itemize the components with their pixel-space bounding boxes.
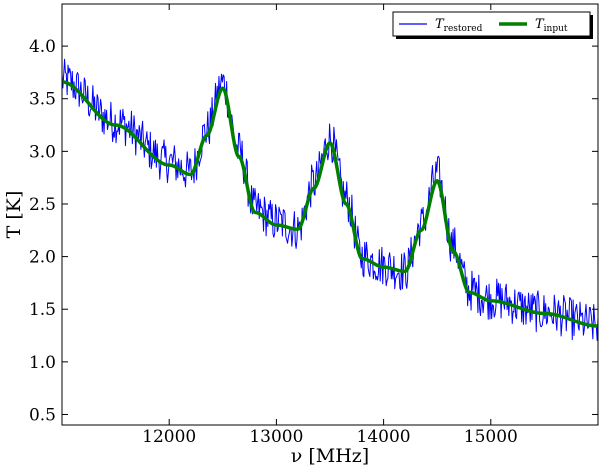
x-axis-label: ν [MHz]: [291, 445, 369, 467]
y-tick-label: 1.5: [29, 300, 56, 320]
legend: Trestored Tinput: [392, 11, 593, 39]
x-tick-label: 12000: [142, 427, 196, 447]
plot-area: [62, 58, 598, 341]
plot-frame: [61, 3, 599, 426]
y-tick-label: 2.0: [29, 248, 56, 268]
x-tick-label: 15000: [464, 427, 518, 447]
y-tick-label: 1.0: [29, 353, 56, 373]
y-tick-label: 0.5: [29, 405, 56, 425]
y-axis-label: T [K]: [3, 191, 25, 239]
legend-label-T_restored: Trestored: [435, 17, 483, 34]
series-line-T_restored: [62, 58, 598, 341]
x-tick-label: 14000: [357, 427, 411, 447]
y-tick-label: 3.5: [29, 90, 56, 110]
legend-label-T_input: Tinput: [535, 17, 568, 34]
axes: 12000 13000 14000 15000 0.5 1.0 1.5 2.0 2.5 3.0 3.…: [3, 3, 599, 467]
x-tick-label: 13000: [249, 427, 303, 447]
y-tick-label: 4.0: [29, 37, 56, 57]
y-tick-label: 2.5: [29, 195, 56, 215]
y-tick-label: 3.0: [29, 142, 56, 162]
series-line-T_input: [62, 80, 598, 328]
